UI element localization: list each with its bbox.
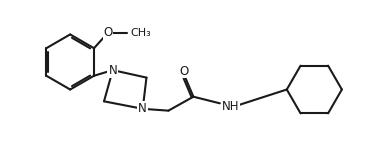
Text: CH₃: CH₃ [131,28,151,38]
Text: NH: NH [222,100,239,114]
Text: N: N [108,64,117,77]
Text: O: O [179,65,189,77]
Text: O: O [103,26,113,39]
Text: N: N [138,102,147,115]
